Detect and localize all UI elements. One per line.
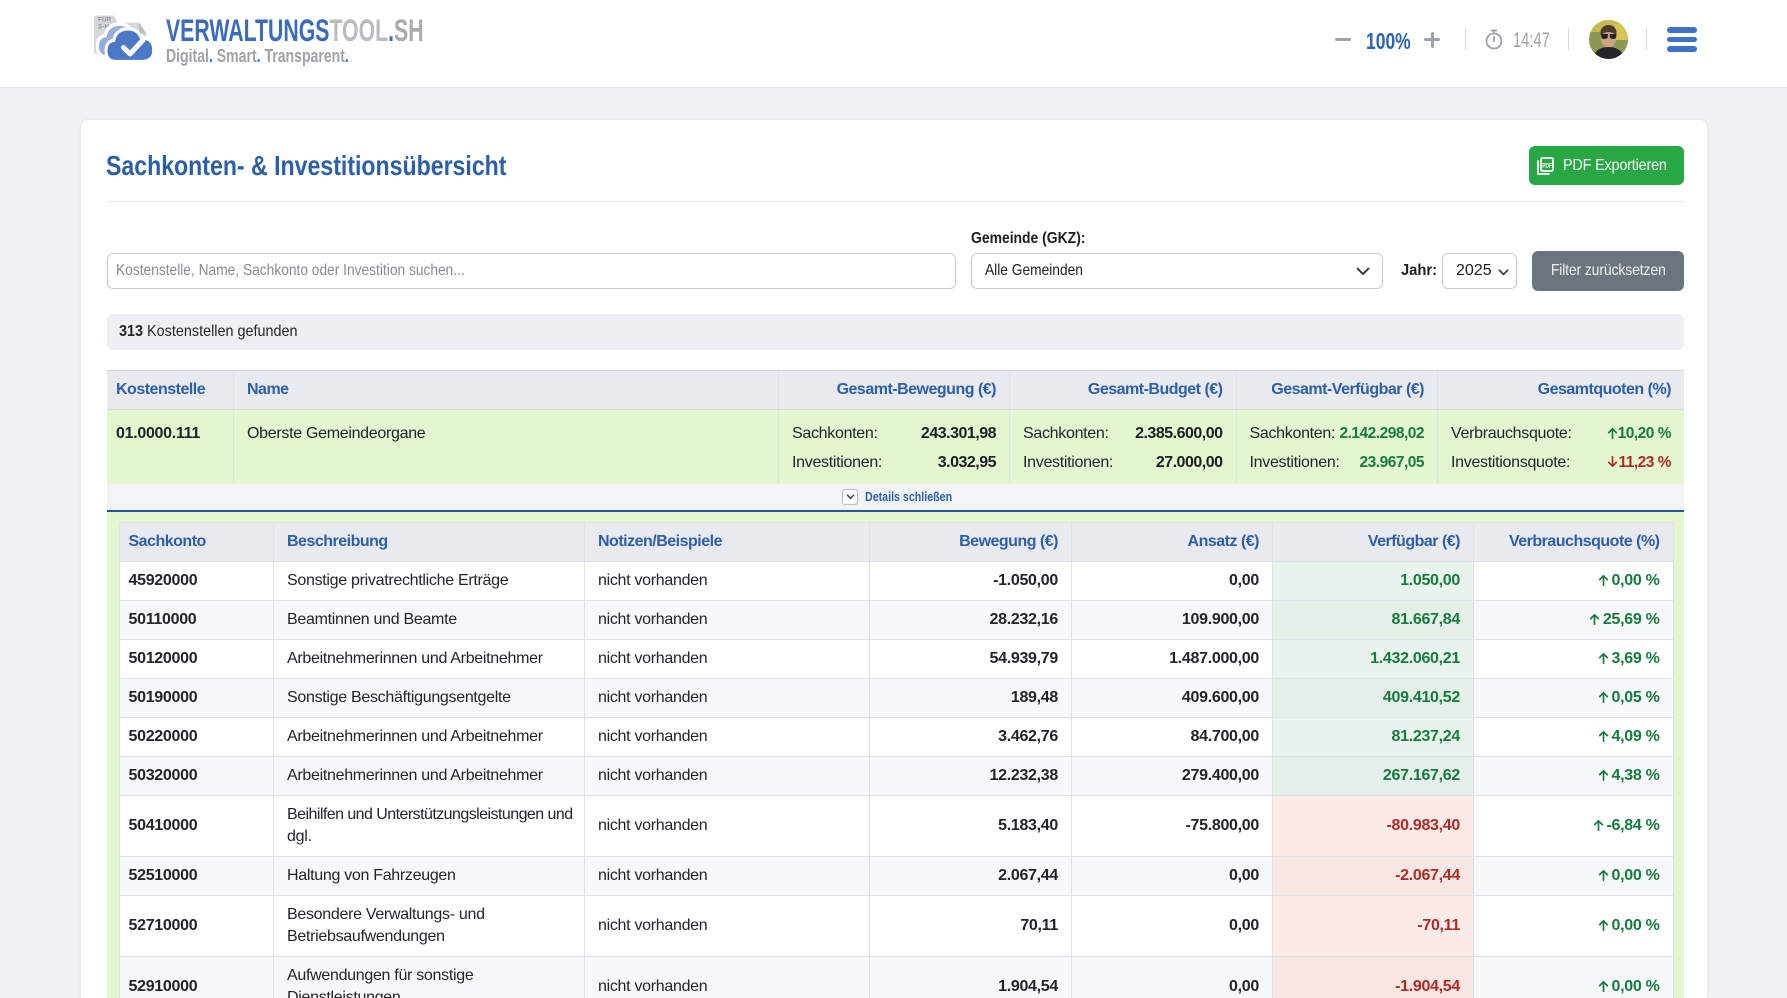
svg-text:PDF: PDF: [1543, 162, 1553, 169]
svg-text:S-H: S-H: [98, 24, 109, 31]
svg-text:FÜR: FÜR: [98, 14, 112, 23]
